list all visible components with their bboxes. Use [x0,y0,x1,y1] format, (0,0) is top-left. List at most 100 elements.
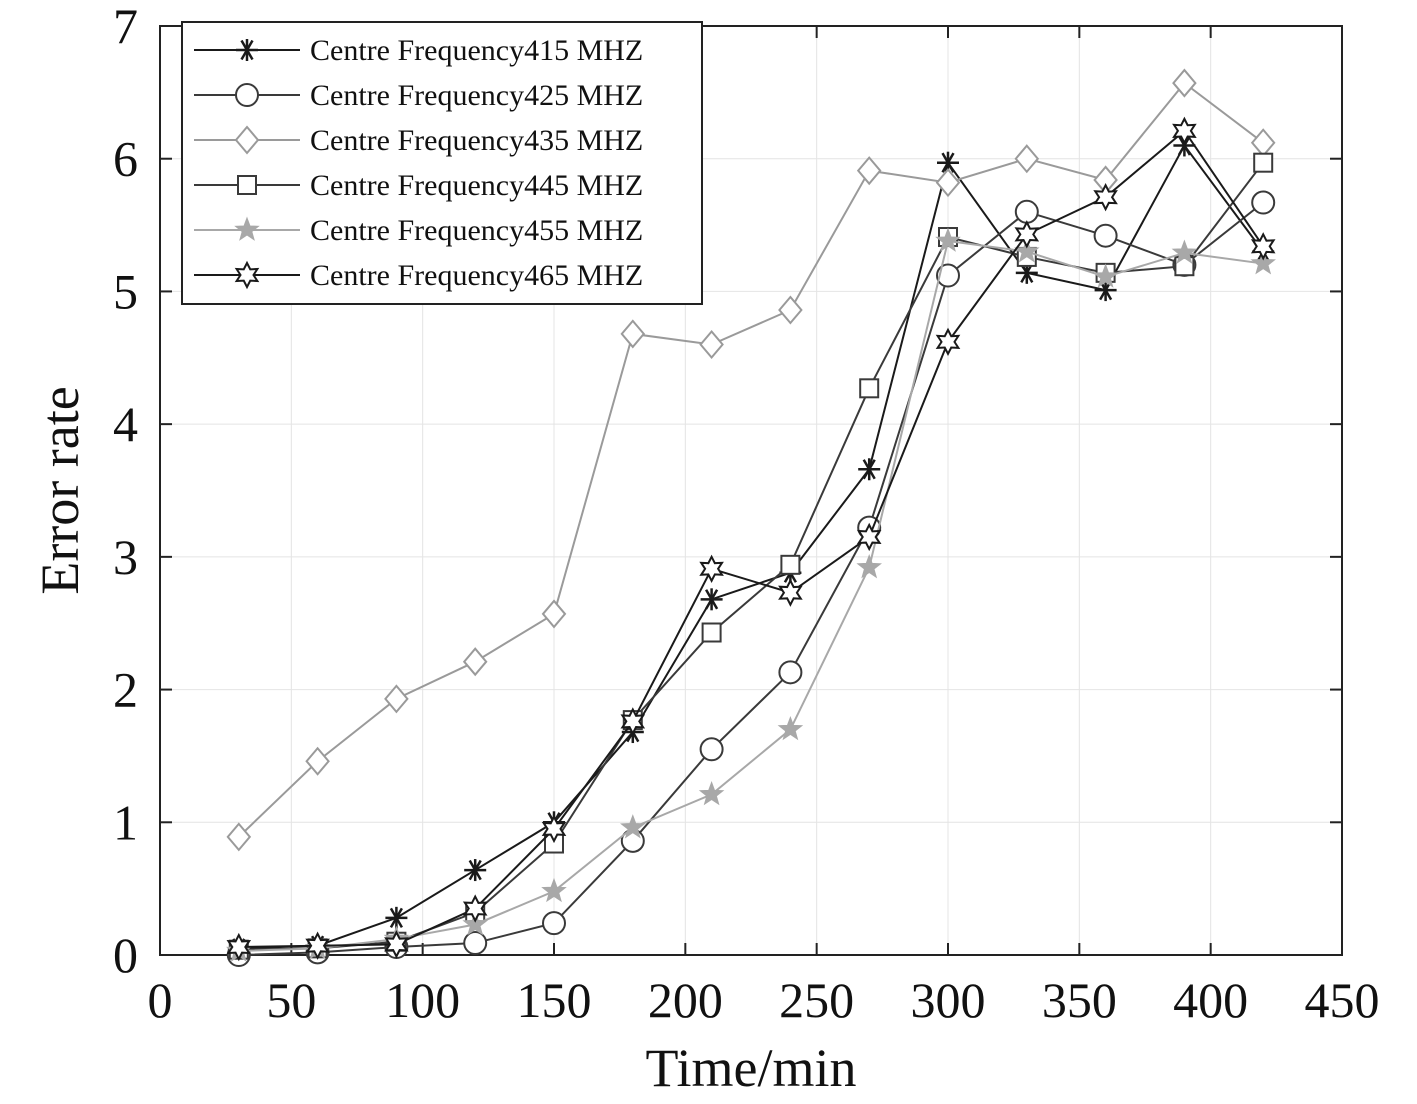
data-point [1014,238,1040,263]
data-point [700,588,723,611]
x-tick-label: 300 [911,972,986,1028]
y-tick-label: 3 [113,529,138,585]
legend: Centre Frequency415 MHZ Centre Frequency4… [181,21,703,305]
x-tick-label: 200 [648,972,723,1028]
data-point [777,715,804,741]
legend-item: Centre Frequency425 MHZ [194,79,643,112]
data-point [464,859,487,882]
data-point [856,522,882,552]
data-point [541,877,567,903]
data-point [542,911,566,936]
x-tick-label: 150 [517,972,592,1028]
data-point [859,378,880,399]
data-point [1250,250,1276,275]
data-point [856,554,882,579]
data-point [620,814,646,839]
series-line [238,129,1265,949]
legend-marker [234,125,260,155]
data-point [620,319,646,349]
data-point [305,931,330,960]
legend-label: Centre Frequency415 MHZ [310,34,643,67]
data-point [620,707,646,736]
data-point [541,814,567,844]
series-3 [226,68,1276,852]
x-tick-label: 100 [385,972,460,1028]
data-point [462,894,488,923]
data-point [858,458,881,481]
plot-frame [159,25,1343,956]
data-point [1251,190,1276,215]
data-point [1253,152,1274,173]
series-line [238,239,1264,953]
legend-marker [234,216,260,241]
data-point [1172,68,1197,98]
data-point [701,622,722,643]
legend-item: Centre Frequency465 MHZ [194,259,643,292]
data-point [699,737,724,762]
data-point [1171,239,1198,264]
y-tick-label: 7 [113,0,138,54]
data-point [541,599,567,629]
data-point [936,263,960,288]
legend-item: Centre Frequency435 MHZ [194,124,643,157]
y-tick-label: 4 [113,396,138,452]
x-tick-label: 450 [1305,972,1380,1028]
data-point [462,911,488,936]
data-point [778,660,803,685]
data-point [1014,220,1040,249]
data-point [226,932,252,962]
x-tick-label: 350 [1042,972,1117,1028]
legend-marker [237,175,257,195]
legend-label: Centre Frequency445 MHZ [310,169,643,202]
data-point [463,931,488,956]
legend-item: Centre Frequency445 MHZ [194,169,643,202]
data-point [384,930,409,959]
legend-marker [234,260,260,290]
legend-item: Centre Frequency455 MHZ [194,214,643,247]
data-point [856,156,882,186]
data-point [1093,182,1118,212]
data-point [384,684,409,714]
legend-marker [236,39,258,61]
series-group [226,68,1276,967]
data-point [385,906,408,929]
legend-item: Centre Frequency415 MHZ [194,34,643,67]
data-point [699,329,724,360]
y-axis-label: Error rate [30,386,90,594]
data-point [1250,232,1276,261]
series-5 [226,227,1276,962]
series-line [238,201,1264,956]
data-point [1172,116,1197,146]
y-tick-label: 0 [113,927,138,983]
data-point [698,780,725,806]
x-tick-label: 50 [266,972,316,1028]
data-point [780,554,801,575]
series-line [238,143,1265,950]
legend-box [181,21,703,305]
legend-label: Centre Frequency425 MHZ [310,79,643,112]
legend-marker [235,83,259,107]
y-tick-label: 5 [113,263,138,319]
data-point [935,227,961,252]
x-tick-label: 400 [1173,972,1248,1028]
data-point [305,746,330,776]
legend-label: Centre Frequency435 MHZ [310,124,643,157]
data-point [699,554,724,584]
data-point [935,168,961,198]
series-line [238,81,1264,838]
data-point [462,647,488,677]
y-tick-label: 1 [113,794,138,850]
data-point [935,327,961,357]
data-point [778,295,803,325]
data-point [1014,199,1039,224]
data-point [1014,144,1040,174]
x-tick-label: 250 [779,972,854,1028]
x-axis-label: Time/min [645,1038,856,1098]
data-point [1092,263,1119,288]
data-point [778,578,803,607]
axis-ticks: 0 50 100 150 200 250 300 350 400 450 0 1 2 3 4 5 6 7 [113,0,1380,1028]
series-6 [226,116,1276,962]
x-tick-label: 0 [148,972,173,1028]
y-tick-label: 6 [113,131,138,187]
legend-label: Centre Frequency465 MHZ [310,259,643,292]
